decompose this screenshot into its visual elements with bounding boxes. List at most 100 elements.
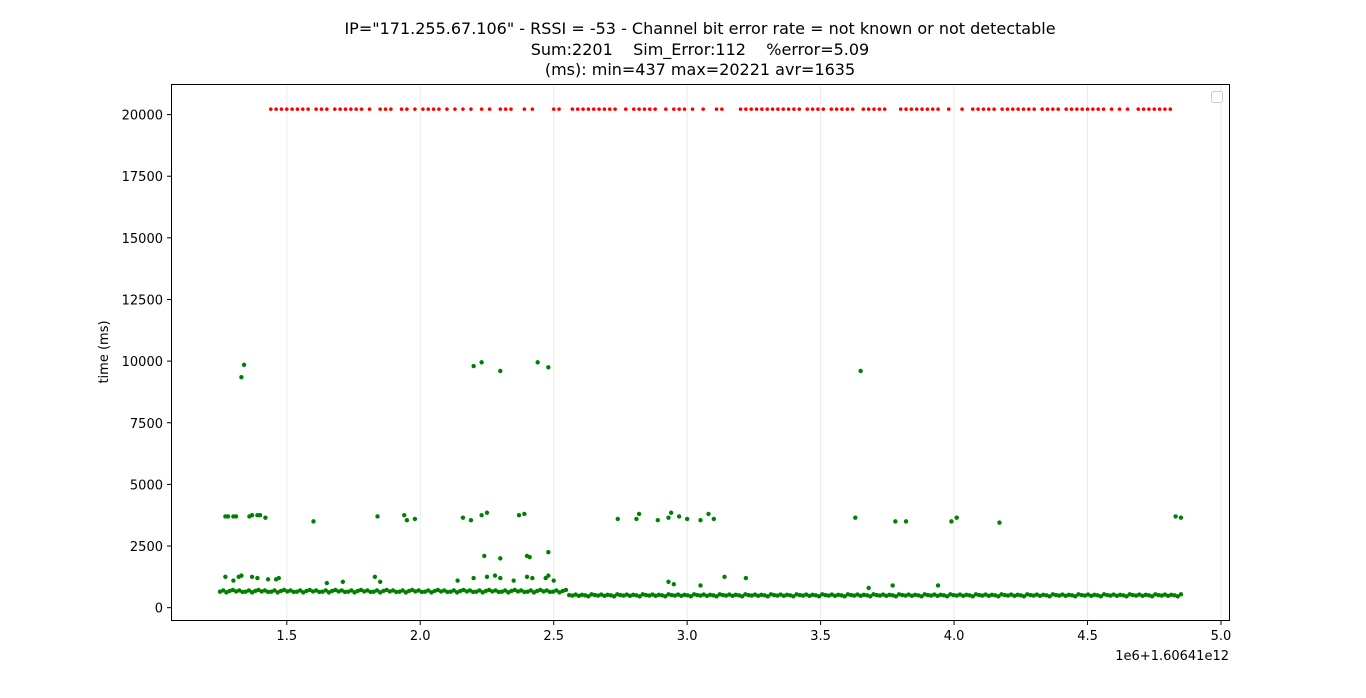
x-tick-label: 2.5	[543, 629, 564, 644]
ok-point	[666, 515, 671, 520]
error-point	[765, 107, 770, 111]
ok-point	[698, 517, 703, 523]
y-tick-label: 5000	[130, 478, 163, 493]
error-point	[426, 107, 431, 111]
error-point	[575, 107, 580, 111]
ok-point	[255, 575, 260, 581]
x-tick-label: 4.0	[944, 629, 965, 644]
error-point	[701, 107, 705, 111]
x-tick-label: 5.0	[1211, 629, 1232, 644]
error-point	[1085, 107, 1090, 111]
ok-point	[498, 368, 503, 374]
ok-point	[935, 583, 941, 588]
ok-point	[498, 575, 503, 581]
x-tick-label: 4.5	[1077, 629, 1098, 644]
ok-point	[919, 594, 924, 599]
error-point	[530, 107, 535, 111]
ok-point	[1178, 515, 1184, 520]
ok-point	[954, 515, 959, 520]
error-point	[946, 107, 951, 111]
ok-point	[893, 519, 898, 524]
y-axis-label: time (ms)	[97, 320, 112, 383]
ok-point	[246, 588, 252, 593]
ok-point	[743, 575, 749, 581]
ok-point	[1173, 514, 1178, 519]
error-point	[1032, 107, 1036, 111]
ok-point	[455, 578, 460, 583]
error-point	[714, 107, 719, 111]
error-point	[821, 107, 826, 111]
error-point	[343, 107, 348, 111]
error-point	[898, 107, 903, 111]
error-point	[1136, 107, 1141, 111]
error-point	[1040, 107, 1044, 111]
ok-point	[684, 516, 690, 522]
ok-point	[492, 573, 498, 578]
error-point	[421, 107, 425, 111]
error-point	[792, 107, 796, 111]
error-point	[274, 107, 278, 111]
ok-point	[636, 511, 642, 517]
x-tick-label: 3.0	[677, 629, 698, 644]
error-point	[1168, 107, 1173, 111]
error-point	[781, 107, 786, 111]
ok-point	[374, 588, 380, 593]
error-point	[581, 107, 585, 111]
ok-point	[676, 514, 682, 519]
ok-point	[1047, 594, 1052, 599]
error-point	[319, 107, 324, 111]
error-point	[431, 107, 436, 111]
ok-point	[866, 585, 871, 591]
ok-point	[688, 594, 694, 599]
x-tick-label: 3.5	[810, 629, 831, 644]
y-tick-label: 20000	[122, 109, 163, 124]
ok-point	[1073, 594, 1078, 599]
error-point	[904, 107, 908, 111]
ok-point	[944, 594, 950, 599]
ok-point	[663, 594, 668, 599]
error-point	[690, 107, 695, 111]
error-point	[1010, 107, 1015, 111]
ok-point	[671, 582, 677, 587]
error-point	[1064, 107, 1068, 111]
ok-point	[225, 514, 231, 519]
error-point	[1056, 107, 1060, 111]
error-point	[570, 107, 575, 111]
error-point	[437, 107, 441, 111]
data-points	[217, 107, 1184, 599]
error-point	[845, 107, 850, 111]
y-tick-label: 12500	[122, 293, 163, 308]
error-point	[586, 107, 591, 111]
ok-point	[516, 513, 522, 518]
error-point	[613, 107, 617, 111]
ok-point	[484, 574, 490, 580]
error-point	[1016, 107, 1020, 111]
ok-point	[445, 589, 450, 595]
error-point	[637, 107, 641, 111]
ok-point	[893, 594, 899, 599]
ok-point	[404, 517, 410, 523]
error-point	[333, 107, 337, 111]
error-point	[672, 107, 676, 111]
error-point	[314, 107, 318, 111]
ok-point	[1098, 594, 1104, 599]
ok-point	[340, 579, 346, 584]
ok-point	[233, 514, 239, 519]
y-tick-label: 2500	[130, 540, 163, 555]
error-point	[872, 107, 876, 111]
error-point	[682, 107, 687, 111]
error-point	[992, 107, 996, 111]
ok-point	[530, 575, 535, 581]
ok-point	[451, 588, 457, 593]
error-point	[631, 107, 636, 111]
error-point	[786, 107, 791, 111]
ok-point	[412, 516, 418, 522]
ok-point	[265, 589, 271, 595]
error-point	[300, 107, 305, 111]
error-point	[840, 107, 844, 111]
error-point	[882, 107, 887, 111]
error-point	[591, 107, 596, 111]
error-point	[503, 107, 508, 111]
ok-point	[1021, 594, 1027, 599]
error-point	[1157, 107, 1162, 111]
